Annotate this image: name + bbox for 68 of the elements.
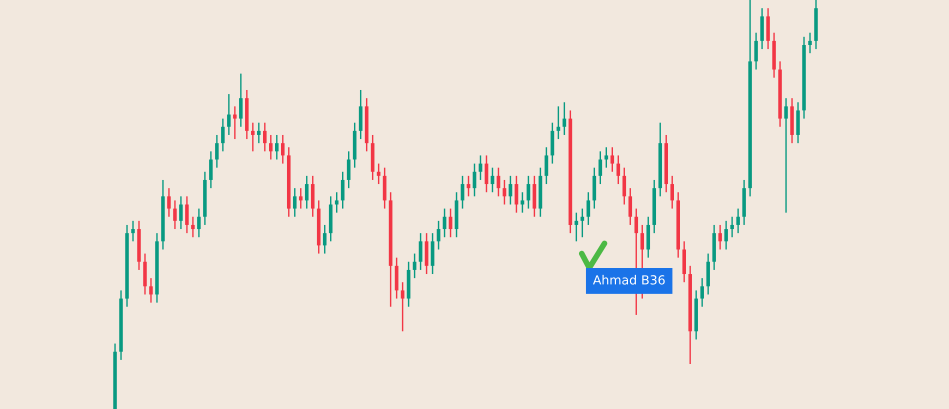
candlestick bbox=[478, 154, 482, 181]
candlestick bbox=[227, 93, 231, 136]
candlestick bbox=[448, 208, 452, 238]
candlestick bbox=[418, 232, 422, 271]
candlestick bbox=[490, 166, 494, 193]
candlestick bbox=[736, 208, 740, 234]
candlestick bbox=[574, 212, 578, 242]
candlestick bbox=[280, 134, 285, 164]
candlestick bbox=[520, 192, 524, 214]
candlestick bbox=[167, 187, 171, 218]
candlestick bbox=[700, 277, 704, 308]
candlestick bbox=[149, 277, 153, 304]
candlestick bbox=[251, 122, 255, 152]
candlestick bbox=[526, 175, 530, 210]
candlestick bbox=[400, 282, 404, 332]
candlestick bbox=[215, 134, 219, 168]
candlestick bbox=[496, 166, 500, 198]
candlestick bbox=[502, 179, 506, 206]
candlestick bbox=[233, 106, 237, 140]
candlestick bbox=[298, 187, 303, 210]
candlestick bbox=[263, 122, 267, 152]
candlestick bbox=[274, 134, 279, 160]
candlestick bbox=[269, 134, 273, 160]
candlestick bbox=[436, 220, 440, 250]
candlestick bbox=[346, 150, 350, 189]
candlestick bbox=[197, 208, 201, 238]
candlestick bbox=[598, 150, 602, 185]
candlestick bbox=[610, 146, 614, 172]
candlestick bbox=[179, 196, 183, 230]
candlestick bbox=[670, 175, 674, 210]
candlestick bbox=[514, 175, 518, 214]
candlestick bbox=[544, 146, 548, 185]
candlestick bbox=[784, 97, 788, 214]
candlestick bbox=[304, 175, 309, 210]
candlestick bbox=[257, 122, 261, 144]
candlestick bbox=[484, 154, 488, 193]
candlestick bbox=[580, 208, 584, 238]
candlestick bbox=[730, 216, 734, 238]
candlestick bbox=[221, 118, 225, 152]
candlestick bbox=[322, 224, 327, 254]
candlestick bbox=[376, 162, 380, 185]
candlestick bbox=[191, 216, 195, 238]
candlestick bbox=[460, 175, 464, 210]
candlestick bbox=[556, 106, 560, 140]
candlestick bbox=[808, 32, 812, 54]
candlestick bbox=[292, 187, 297, 218]
annotation: Ahmad B36 bbox=[592, 274, 665, 285]
candlestick bbox=[508, 175, 512, 206]
candlestick bbox=[185, 196, 189, 234]
candlestick bbox=[340, 171, 344, 210]
candlestick bbox=[724, 220, 728, 250]
candlestick bbox=[622, 166, 626, 206]
candlestick bbox=[586, 192, 590, 226]
candlestick bbox=[442, 208, 446, 238]
candlestick bbox=[718, 224, 722, 250]
candlestick bbox=[239, 72, 243, 128]
candlestick bbox=[604, 146, 608, 168]
candlestick bbox=[334, 192, 338, 214]
candlestick bbox=[754, 32, 758, 70]
candlestick bbox=[616, 154, 620, 185]
candlestick bbox=[131, 220, 135, 242]
candlestick bbox=[209, 150, 213, 189]
candlestick bbox=[466, 175, 470, 198]
candlestick bbox=[628, 187, 632, 226]
candlestick bbox=[472, 162, 476, 198]
candlestick bbox=[173, 200, 177, 230]
candlestick bbox=[412, 252, 416, 279]
candlestick bbox=[562, 102, 566, 136]
